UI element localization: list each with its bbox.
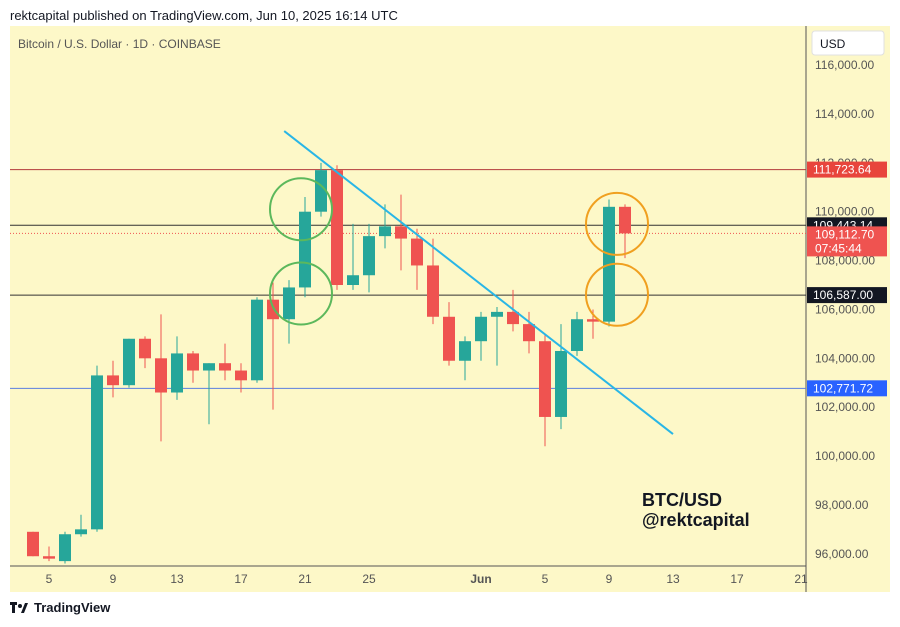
x-tick-label: Jun <box>470 572 491 586</box>
currency-button[interactable] <box>811 30 885 56</box>
trendline <box>283 130 674 435</box>
candle-body <box>443 316 455 361</box>
candle-body <box>187 353 199 371</box>
x-tick-label: 13 <box>170 572 184 586</box>
candle-countdown: 07:45:44 <box>815 241 862 255</box>
x-tick-label: 21 <box>794 572 808 586</box>
y-tick-label: 96,000.00 <box>815 547 869 561</box>
candle-body <box>411 238 423 266</box>
candle-body <box>123 338 135 386</box>
candle-body <box>267 299 279 320</box>
orange-circle-upper <box>585 191 649 256</box>
candle-body <box>523 324 535 342</box>
x-tick-label: 17 <box>730 572 744 586</box>
candle-body <box>475 316 487 342</box>
publish-info: rektcapital published on TradingView.com… <box>10 8 398 23</box>
x-tick-label: 9 <box>110 572 117 586</box>
candle-body <box>363 236 375 276</box>
x-tick-label: 13 <box>666 572 680 586</box>
y-tick-label: 110,000.00 <box>815 205 874 219</box>
y-tick-label: 114,000.00 <box>815 107 874 121</box>
candle-body <box>235 370 247 381</box>
price-tag-label: 102,771.72 <box>813 381 873 395</box>
y-tick-label: 116,000.00 <box>815 58 874 72</box>
candle-body <box>107 375 119 386</box>
price-tag <box>807 380 887 397</box>
footer: TradingView <box>10 600 110 615</box>
currency-label: USD <box>820 37 846 51</box>
y-tick-label: 104,000.00 <box>815 351 875 365</box>
x-tick-label: 21 <box>298 572 312 586</box>
tradingview-logo-icon <box>10 601 28 614</box>
candle-body <box>459 341 471 361</box>
x-tick-label: 5 <box>542 572 549 586</box>
candle-body <box>619 206 631 234</box>
candle-body <box>491 311 503 317</box>
current-price-label: 109,112.70 <box>815 227 874 241</box>
x-tick-label: 9 <box>606 572 613 586</box>
annotation-author: @rektcapital <box>642 510 750 530</box>
axis-background <box>806 26 890 592</box>
candle-body <box>251 299 263 381</box>
price-tag <box>807 287 887 304</box>
y-tick-label: 98,000.00 <box>815 498 869 512</box>
candle-body <box>571 319 583 351</box>
candle-body <box>587 319 599 322</box>
price-tag <box>807 161 887 178</box>
y-tick-label: 106,000.00 <box>815 302 875 316</box>
y-tick-label: 102,000.00 <box>815 400 875 414</box>
candle-body <box>75 529 87 535</box>
candle-body <box>27 531 39 557</box>
candle-body <box>43 556 55 559</box>
candle-body <box>347 275 359 286</box>
chart-title: Bitcoin / U.S. Dollar · 1D · COINBASE <box>18 37 221 51</box>
candle-body <box>555 350 567 417</box>
candle-body <box>219 363 231 371</box>
footer-brand: TradingView <box>34 600 111 615</box>
candle-body <box>539 341 551 417</box>
price-tag-label: 111,723.64 <box>813 163 872 177</box>
green-circle-lower <box>269 261 333 326</box>
price-tag-label: 106,587.00 <box>813 288 873 302</box>
x-tick-label: 25 <box>362 572 376 586</box>
candle-body <box>427 265 439 317</box>
candle-body <box>299 211 311 288</box>
x-tick-label: 17 <box>234 572 248 586</box>
x-tick-label: 5 <box>46 572 53 586</box>
candle-body <box>171 353 183 393</box>
candle-body <box>331 170 343 286</box>
candle-body <box>139 338 151 359</box>
candle-body <box>155 358 167 393</box>
candle-body <box>315 170 327 212</box>
current-price-tag <box>807 226 887 257</box>
annotation-pair: BTC/USD <box>642 490 722 510</box>
candle-body <box>507 311 519 325</box>
candle-body <box>395 226 407 239</box>
candle-body <box>203 363 215 371</box>
candle-body <box>59 534 71 562</box>
xaxis-background <box>10 566 806 592</box>
y-tick-label: 108,000.00 <box>815 254 875 268</box>
y-tick-label: 100,000.00 <box>815 449 875 463</box>
candle-body <box>91 375 103 530</box>
green-circle-upper <box>269 177 333 242</box>
candle-body <box>283 287 295 320</box>
candle-body <box>379 226 391 237</box>
orange-circle-lower <box>585 262 649 327</box>
plot-background <box>10 26 806 566</box>
